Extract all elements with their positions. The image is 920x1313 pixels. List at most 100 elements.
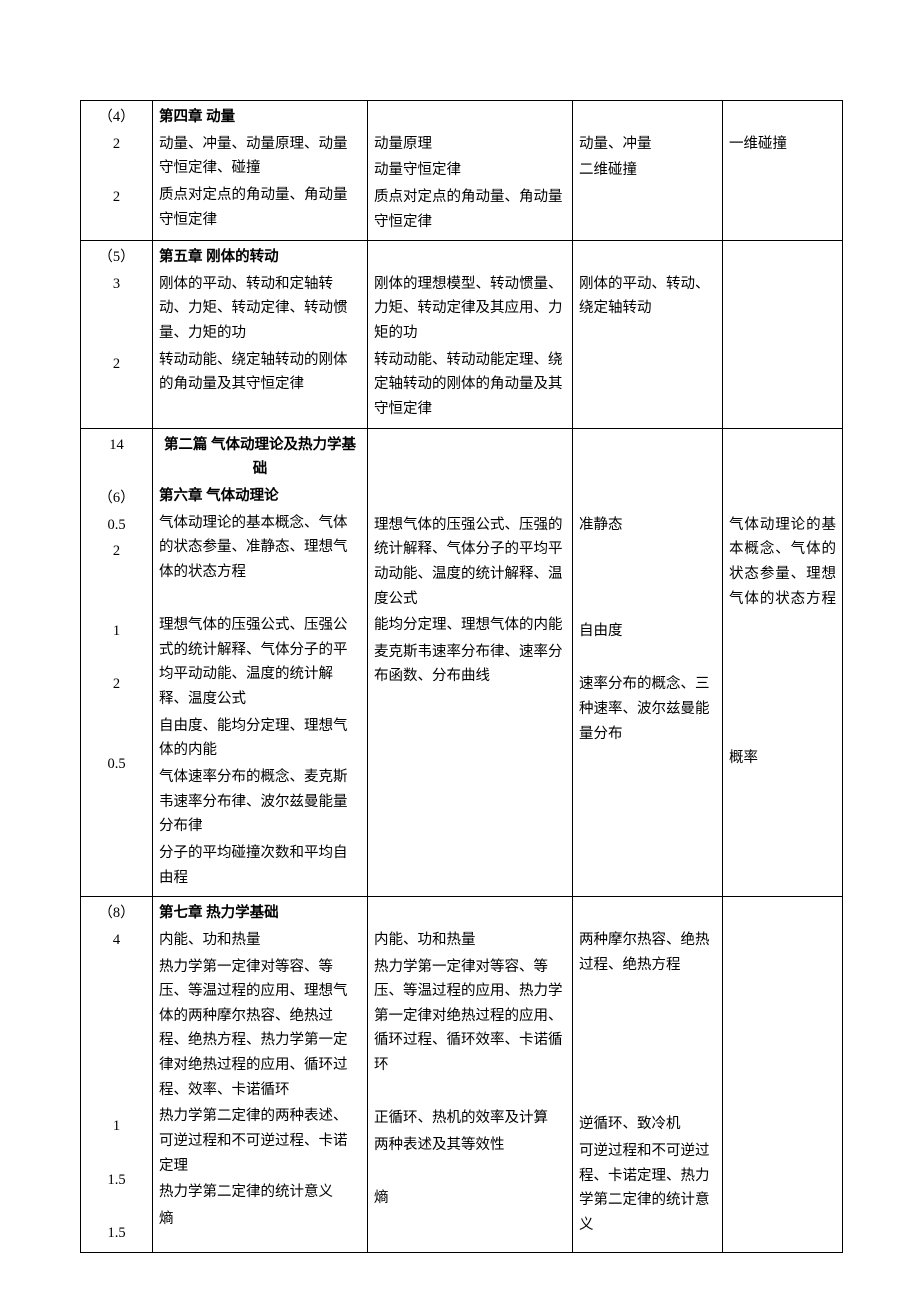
table-cell: 第二篇 气体动理论及热力学基础第六章 气体动理论气体动理论的基本概念、气体的状态… bbox=[153, 428, 368, 897]
cell-text bbox=[159, 587, 361, 612]
cell-text: 熵 bbox=[159, 1207, 361, 1232]
cell-text: 14 bbox=[87, 433, 146, 458]
cell-text bbox=[87, 955, 146, 980]
table-cell: （5）3 2 bbox=[81, 241, 153, 428]
cell-text: （5） bbox=[87, 245, 146, 270]
cell-text: 2 bbox=[87, 672, 146, 697]
cell-text bbox=[729, 433, 836, 458]
cell-text bbox=[374, 245, 566, 270]
cell-text: 一维碰撞 bbox=[729, 132, 836, 157]
cell-text bbox=[87, 1034, 146, 1059]
cell-text: 两种摩尔热容、绝热过程、绝热方程 bbox=[579, 928, 716, 977]
cell-text bbox=[374, 1080, 566, 1105]
cell-text: 分子的平均碰撞次数和平均自由程 bbox=[159, 841, 361, 890]
cell-text bbox=[374, 433, 566, 458]
cell-text bbox=[87, 566, 146, 591]
table-cell: 动量、冲量二维碰撞 bbox=[573, 101, 723, 241]
table-cell: 准静态 自由度 速率分布的概念、三种速率、波尔兹曼能量分布 bbox=[573, 428, 723, 897]
cell-text: 概率 bbox=[729, 746, 836, 771]
cell-text bbox=[579, 486, 716, 511]
cell-text bbox=[87, 593, 146, 618]
table-cell: 刚体的平动、转动、绕定轴转动 bbox=[573, 241, 723, 428]
cell-text bbox=[87, 981, 146, 1006]
cell-text: 转动动能、转动动能定理、绕定轴转动的刚体的角动量及其守恒定律 bbox=[374, 348, 566, 422]
cell-text: 速率分布的概念、三种速率、波尔兹曼能量分布 bbox=[579, 672, 716, 746]
cell-text: 2 bbox=[87, 185, 146, 210]
page: （4）2 2第四章 动量动量、冲量、动量原理、动量守恒定律、碰撞质点对定点的角动… bbox=[0, 0, 920, 1313]
cell-text: 2 bbox=[87, 352, 146, 377]
table-cell: 动量原理动量守恒定律质点对定点的角动量、角动量守恒定律 bbox=[368, 101, 573, 241]
table-cell: （4）2 2 bbox=[81, 101, 153, 241]
cell-text: 刚体的理想模型、转动惯量、力矩、转动定律及其应用、力矩的功 bbox=[374, 272, 566, 346]
cell-text: （4） bbox=[87, 105, 146, 130]
cell-text: 正循环、热机的效率及计算 bbox=[374, 1106, 566, 1131]
cell-text: 0.5 bbox=[87, 513, 146, 538]
cell-text: 能均分定理、理想气体的内能 bbox=[374, 613, 566, 638]
cell-text: 0.5 bbox=[87, 752, 146, 777]
table-cell: 第四章 动量动量、冲量、动量原理、动量守恒定律、碰撞质点对定点的角动量、角动量守… bbox=[153, 101, 368, 241]
cell-text bbox=[87, 1088, 146, 1113]
cell-text bbox=[729, 720, 836, 745]
cell-text: 理想气体的压强公式、压强公式的统计解释、气体分子的平均平动动能、温度的统计解释、… bbox=[159, 613, 361, 712]
cell-text: 2 bbox=[87, 539, 146, 564]
cell-text bbox=[579, 245, 716, 270]
cell-text: 气体速率分布的概念、麦克斯韦速率分布律、波尔兹曼能量分布律 bbox=[159, 765, 361, 839]
syllabus-table: （4）2 2第四章 动量动量、冲量、动量原理、动量守恒定律、碰撞质点对定点的角动… bbox=[80, 100, 843, 1253]
cell-text bbox=[374, 105, 566, 130]
cell-text: 动量原理 bbox=[374, 132, 566, 157]
cell-text: 质点对定点的角动量、角动量守恒定律 bbox=[159, 183, 361, 232]
cell-text: 自由度 bbox=[579, 619, 716, 644]
cell-text bbox=[87, 158, 146, 183]
cell-text: 1.5 bbox=[87, 1221, 146, 1246]
cell-text: 准静态 bbox=[579, 513, 716, 538]
cell-text bbox=[579, 1006, 716, 1031]
cell-text: （8） bbox=[87, 901, 146, 926]
cell-text: 热力学第一定律对等容、等压、等温过程的应用、理想气体的两种摩尔热容、绝热过程、绝… bbox=[159, 955, 361, 1103]
cell-text bbox=[729, 105, 836, 130]
cell-text: 可逆过程和不可逆过程、卡诺定理、热力学第二定律的统计意义 bbox=[579, 1139, 716, 1238]
cell-text bbox=[579, 1059, 716, 1084]
cell-text: 气体动理论的基本概念、气体的状态参量、理想气体的状态方程 bbox=[729, 513, 836, 612]
cell-text: 1 bbox=[87, 1114, 146, 1139]
cell-text: 质点对定点的角动量、角动量守恒定律 bbox=[374, 185, 566, 234]
cell-text bbox=[87, 459, 146, 484]
cell-text: 2 bbox=[87, 132, 146, 157]
cell-text: 麦克斯韦速率分布律、速率分布函数、分布曲线 bbox=[374, 640, 566, 689]
table-cell: 一维碰撞 bbox=[723, 101, 843, 241]
cell-text: 第六章 气体动理论 bbox=[159, 484, 361, 509]
cell-text: 转动动能、绕定轴转动的刚体的角动量及其守恒定律 bbox=[159, 348, 361, 397]
cell-text bbox=[87, 1194, 146, 1219]
cell-text bbox=[579, 539, 716, 564]
cell-text bbox=[729, 613, 836, 638]
table-row: （4）2 2第四章 动量动量、冲量、动量原理、动量守恒定律、碰撞质点对定点的角动… bbox=[81, 101, 843, 241]
table-row: 14 （6）0.52 1 2 0.5第二篇 气体动理论及热力学基础第六章 气体动… bbox=[81, 428, 843, 897]
cell-text: 第四章 动量 bbox=[159, 105, 361, 130]
cell-text: 逆循环、致冷机 bbox=[579, 1112, 716, 1137]
table-cell: 气体动理论的基本概念、气体的状态参量、理想气体的状态方程 概率 bbox=[723, 428, 843, 897]
cell-text: 二维碰撞 bbox=[579, 158, 716, 183]
table-cell: 第五章 刚体的转动刚体的平动、转动和定轴转动、力矩、转动定律、转动惯量、力矩的功… bbox=[153, 241, 368, 428]
cell-text bbox=[374, 486, 566, 511]
cell-text bbox=[729, 486, 836, 511]
cell-text: 两种表述及其等效性 bbox=[374, 1133, 566, 1158]
cell-text: （6） bbox=[87, 486, 146, 511]
table-cell: 第七章 热力学基础内能、功和热量热力学第一定律对等容、等压、等温过程的应用、理想… bbox=[153, 897, 368, 1252]
cell-text: 第五章 刚体的转动 bbox=[159, 245, 361, 270]
cell-text: 热力学第一定律对等容、等压、等温过程的应用、热力学第一定律对绝热过程的应用、循环… bbox=[374, 955, 566, 1078]
table-cell: 内能、功和热量热力学第一定律对等容、等压、等温过程的应用、热力学第一定律对绝热过… bbox=[368, 897, 573, 1252]
cell-text: 第七章 热力学基础 bbox=[159, 901, 361, 926]
table-row: （8）4 1 1.5 1.5第七章 热力学基础内能、功和热量热力学第一定律对等容… bbox=[81, 897, 843, 1252]
cell-text: 熵 bbox=[374, 1186, 566, 1211]
cell-text bbox=[579, 459, 716, 484]
cell-text: 动量守恒定律 bbox=[374, 158, 566, 183]
cell-text bbox=[729, 459, 836, 484]
cell-text: 动量、冲量 bbox=[579, 132, 716, 157]
table-cell: 刚体的理想模型、转动惯量、力矩、转动定律及其应用、力矩的功转动动能、转动动能定理… bbox=[368, 241, 573, 428]
cell-text bbox=[87, 646, 146, 671]
cell-text: 第二篇 气体动理论及热力学基础 bbox=[159, 433, 361, 482]
cell-text: 1.5 bbox=[87, 1168, 146, 1193]
cell-text: 动量、冲量、动量原理、动量守恒定律、碰撞 bbox=[159, 132, 361, 181]
table-cell bbox=[723, 897, 843, 1252]
cell-text: 3 bbox=[87, 272, 146, 297]
cell-text bbox=[729, 693, 836, 718]
